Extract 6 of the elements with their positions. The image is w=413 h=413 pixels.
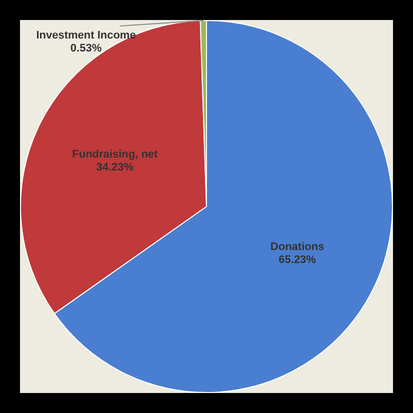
slice-label: Fundraising, net [72,148,158,160]
slice-label: Investment Income [36,30,136,42]
data-label: 0.53% [70,42,102,55]
data-label: 34.23% [96,161,134,174]
slice-label: Donations [270,241,324,254]
data-label: 65.23% [278,254,316,266]
